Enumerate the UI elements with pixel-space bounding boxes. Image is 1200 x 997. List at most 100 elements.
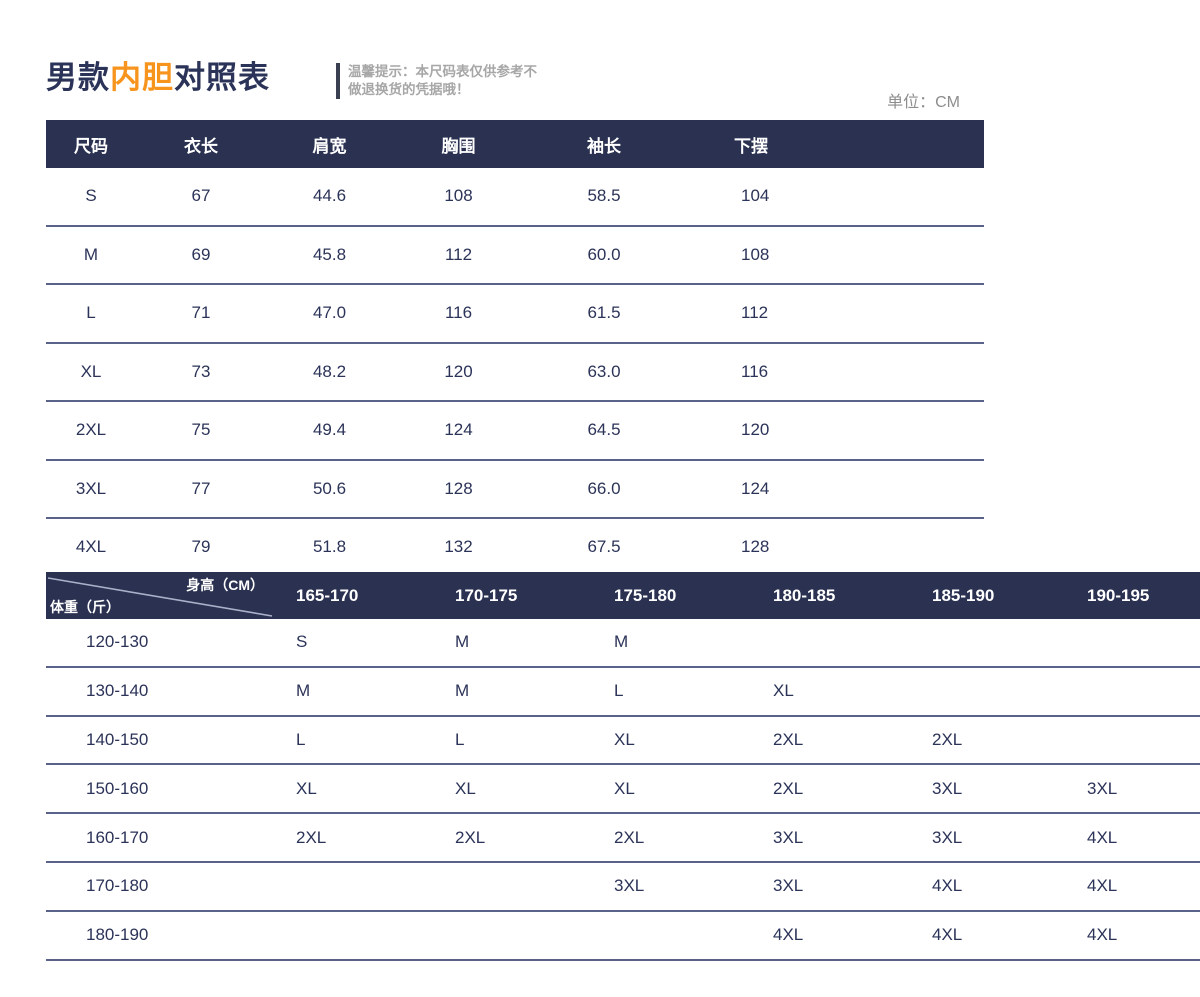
cell-recommended-size (433, 910, 592, 961)
table-row: 2XL 75 49.4 124 64.5 120 (46, 401, 984, 461)
cell-length: 77 (136, 459, 266, 519)
cell-sleeve: 67.5 (524, 518, 684, 578)
cell-bust: 132 (393, 518, 524, 578)
cell-recommended-size: M (433, 619, 592, 668)
cell-recommended-size: 2XL (274, 813, 433, 863)
cell-recommended-size: 4XL (910, 910, 1069, 961)
cell-recommended-size: L (592, 666, 751, 717)
cell-bust: 128 (393, 459, 524, 519)
cell-weight-range: 170-180 (46, 861, 274, 912)
cell-shoulder: 51.8 (266, 518, 393, 578)
cell-recommended-size: M (274, 666, 433, 717)
recommendation-table: 身高（CM） 体重（斤） 165-170 170-175 175-180 180… (46, 572, 1200, 961)
page-title: 男款内胆对照表 (46, 58, 270, 98)
diagonal-divider-icon (47, 577, 273, 617)
cell-recommended-size: 3XL (592, 861, 751, 912)
cell-length: 75 (136, 401, 266, 461)
cell-weight-range: 130-140 (46, 666, 274, 717)
cell-recommended-size (1069, 666, 1200, 717)
cell-hem: 128 (684, 518, 984, 578)
column-header-shoulder: 肩宽 (266, 120, 393, 168)
cell-recommended-size (1069, 619, 1200, 668)
cell-recommended-size: M (433, 666, 592, 717)
cell-recommended-size (592, 910, 751, 961)
column-header-bust: 胸围 (393, 120, 524, 168)
cell-sleeve: 66.0 (524, 459, 684, 519)
tip-line-2: 做退换货的凭据哦！ (348, 82, 470, 97)
table-row: 160-170 2XL 2XL 2XL 3XL 3XL 4XL (46, 813, 1200, 863)
column-header-sleeve: 袖长 (524, 120, 684, 168)
table-row: S 67 44.6 108 58.5 104 (46, 168, 984, 227)
cell-hem: 108 (684, 225, 984, 285)
cell-recommended-size (274, 861, 433, 912)
measurement-table: 尺码 衣长 肩宽 胸围 袖长 下摆 S 67 44.6 108 58.5 104… (46, 120, 984, 578)
cell-sleeve: 58.5 (524, 168, 684, 227)
cell-recommended-size: 3XL (1069, 764, 1200, 815)
cell-recommended-size: 2XL (910, 715, 1069, 766)
cell-recommended-size (433, 861, 592, 912)
cell-bust: 112 (393, 225, 524, 285)
cell-recommended-size (910, 619, 1069, 668)
table-row: L 71 47.0 116 61.5 112 (46, 284, 984, 344)
cell-recommended-size: 2XL (751, 764, 910, 815)
table-header-row: 身高（CM） 体重（斤） 165-170 170-175 175-180 180… (46, 572, 1200, 619)
column-header-hem: 下摆 (684, 120, 984, 168)
cell-length: 73 (136, 342, 266, 402)
table-row: 140-150 L L XL 2XL 2XL (46, 715, 1200, 766)
cell-weight-range: 160-170 (46, 813, 274, 863)
table-row: 120-130 S M M (46, 619, 1200, 668)
cell-recommended-size: 3XL (751, 813, 910, 863)
cell-bust: 116 (393, 284, 524, 344)
column-header-size: 尺码 (46, 120, 136, 168)
cell-hem: 112 (684, 284, 984, 344)
corner-split-header: 身高（CM） 体重（斤） (46, 572, 274, 619)
cell-hem: 104 (684, 168, 984, 227)
table-row: 170-180 3XL 3XL 4XL 4XL (46, 861, 1200, 912)
cell-sleeve: 61.5 (524, 284, 684, 344)
cell-length: 67 (136, 168, 266, 227)
table-row: M 69 45.8 112 60.0 108 (46, 225, 984, 285)
table-row: 3XL 77 50.6 128 66.0 124 (46, 459, 984, 519)
page-title-part2: 对照表 (174, 60, 270, 95)
column-header-height-175-180: 175-180 (592, 572, 751, 619)
cell-size: M (46, 225, 136, 285)
cell-shoulder: 49.4 (266, 401, 393, 461)
tip-note: 温馨提示：本尺码表仅供参考不 做退换货的凭据哦！ (336, 63, 537, 99)
cell-recommended-size: XL (274, 764, 433, 815)
cell-recommended-size (751, 619, 910, 668)
table-row: XL 73 48.2 120 63.0 116 (46, 342, 984, 402)
cell-recommended-size: 3XL (910, 764, 1069, 815)
cell-hem: 124 (684, 459, 984, 519)
cell-recommended-size: XL (592, 764, 751, 815)
cell-size: 4XL (46, 518, 136, 578)
cell-recommended-size: 4XL (1069, 861, 1200, 912)
cell-size: L (46, 284, 136, 344)
cell-recommended-size: S (274, 619, 433, 668)
page-title-accent: 内胆 (110, 60, 174, 95)
cell-recommended-size: L (274, 715, 433, 766)
unit-label: 单位：CM (887, 94, 960, 111)
tip-accent-bar (336, 63, 340, 99)
page-title-part1: 男款 (46, 60, 110, 95)
cell-weight-range: 140-150 (46, 715, 274, 766)
cell-recommended-size (910, 666, 1069, 717)
table-row: 180-190 4XL 4XL 4XL (46, 910, 1200, 961)
cell-weight-range: 150-160 (46, 764, 274, 815)
column-header-height-180-185: 180-185 (751, 572, 910, 619)
cell-recommended-size: 4XL (751, 910, 910, 961)
column-header-height-170-175: 170-175 (433, 572, 592, 619)
cell-sleeve: 64.5 (524, 401, 684, 461)
cell-recommended-size: XL (751, 666, 910, 717)
cell-weight-range: 180-190 (46, 910, 274, 961)
cell-recommended-size: XL (592, 715, 751, 766)
table-row: 4XL 79 51.8 132 67.5 128 (46, 518, 984, 578)
cell-recommended-size: XL (433, 764, 592, 815)
cell-recommended-size: L (433, 715, 592, 766)
cell-recommended-size: 3XL (910, 813, 1069, 863)
cell-bust: 108 (393, 168, 524, 227)
cell-shoulder: 48.2 (266, 342, 393, 402)
column-header-height-190-195: 190-195 (1069, 572, 1200, 619)
cell-bust: 124 (393, 401, 524, 461)
cell-recommended-size: 4XL (910, 861, 1069, 912)
